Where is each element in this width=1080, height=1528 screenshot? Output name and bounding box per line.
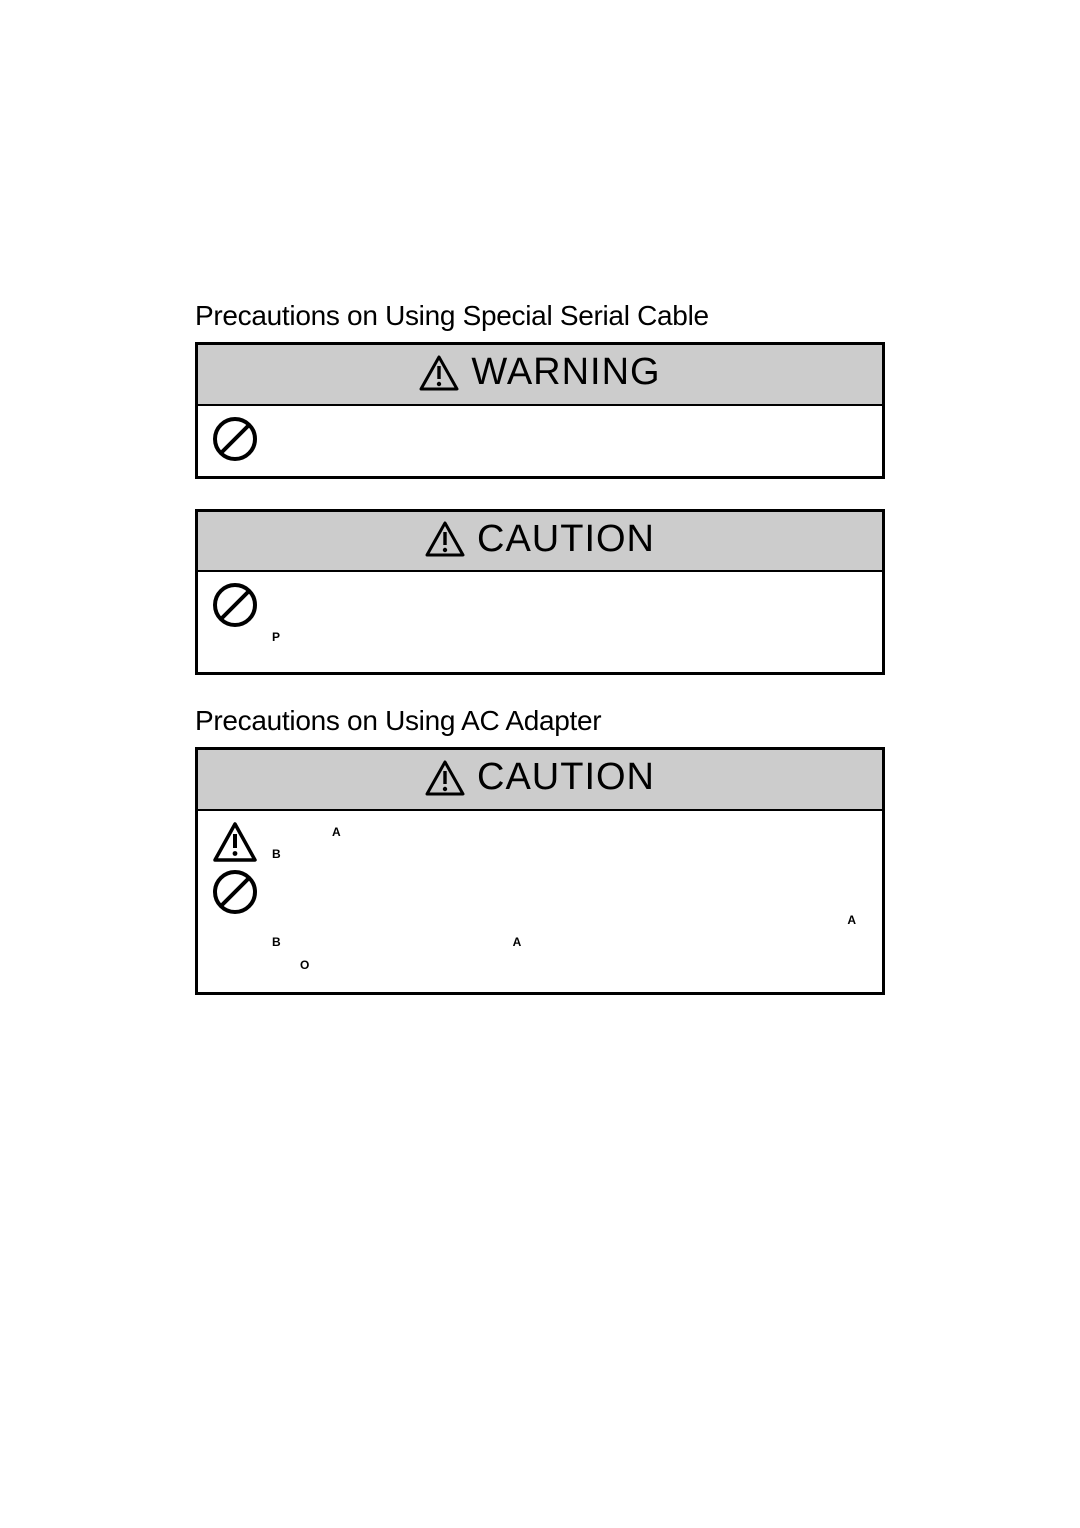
document-page: Precautions on Using Special Serial Cabl… [0,0,1080,1528]
warning-triangle-icon [425,521,465,557]
prohibition-icon [212,869,258,915]
section2-title: Precautions on Using AC Adapter [195,705,885,737]
letter-B: B [272,934,281,951]
warning-box-1-text [272,416,868,462]
warning-box-1-body [198,406,882,476]
warning-triangle-icon [425,760,465,796]
prohibition-icon [212,416,258,462]
caution-box-1-header: CAUTION [198,512,882,573]
caution-box-2-header: CAUTION [198,750,882,811]
letter-A: A [847,912,856,929]
caution-label: CAUTION [477,756,655,799]
caution-box-2: CAUTION A B A B A [195,747,885,995]
warning-box-1: WARNING [195,342,885,479]
warning-box-1-header: WARNING [198,345,882,406]
letter-O: O [300,957,309,974]
caution-box-1-text: P [272,582,868,658]
section1-title: Precautions on Using Special Serial Cabl… [195,300,885,332]
letter-P: P [272,629,280,646]
caution-box-2-body: A B A B A O [198,811,882,992]
warning-triangle-icon [419,355,459,391]
prohibition-icon [212,582,258,628]
letter-A: A [513,934,522,951]
warning-triangle-icon [212,821,258,863]
letter-B: B [272,846,281,863]
caution-box-2-text: A B A B A O [272,821,868,978]
caution-box-1: CAUTION P [195,509,885,676]
warning-label: WARNING [471,351,660,394]
caution-label: CAUTION [477,518,655,561]
letter-A: A [332,824,341,841]
caution-box-1-body: P [198,572,882,672]
